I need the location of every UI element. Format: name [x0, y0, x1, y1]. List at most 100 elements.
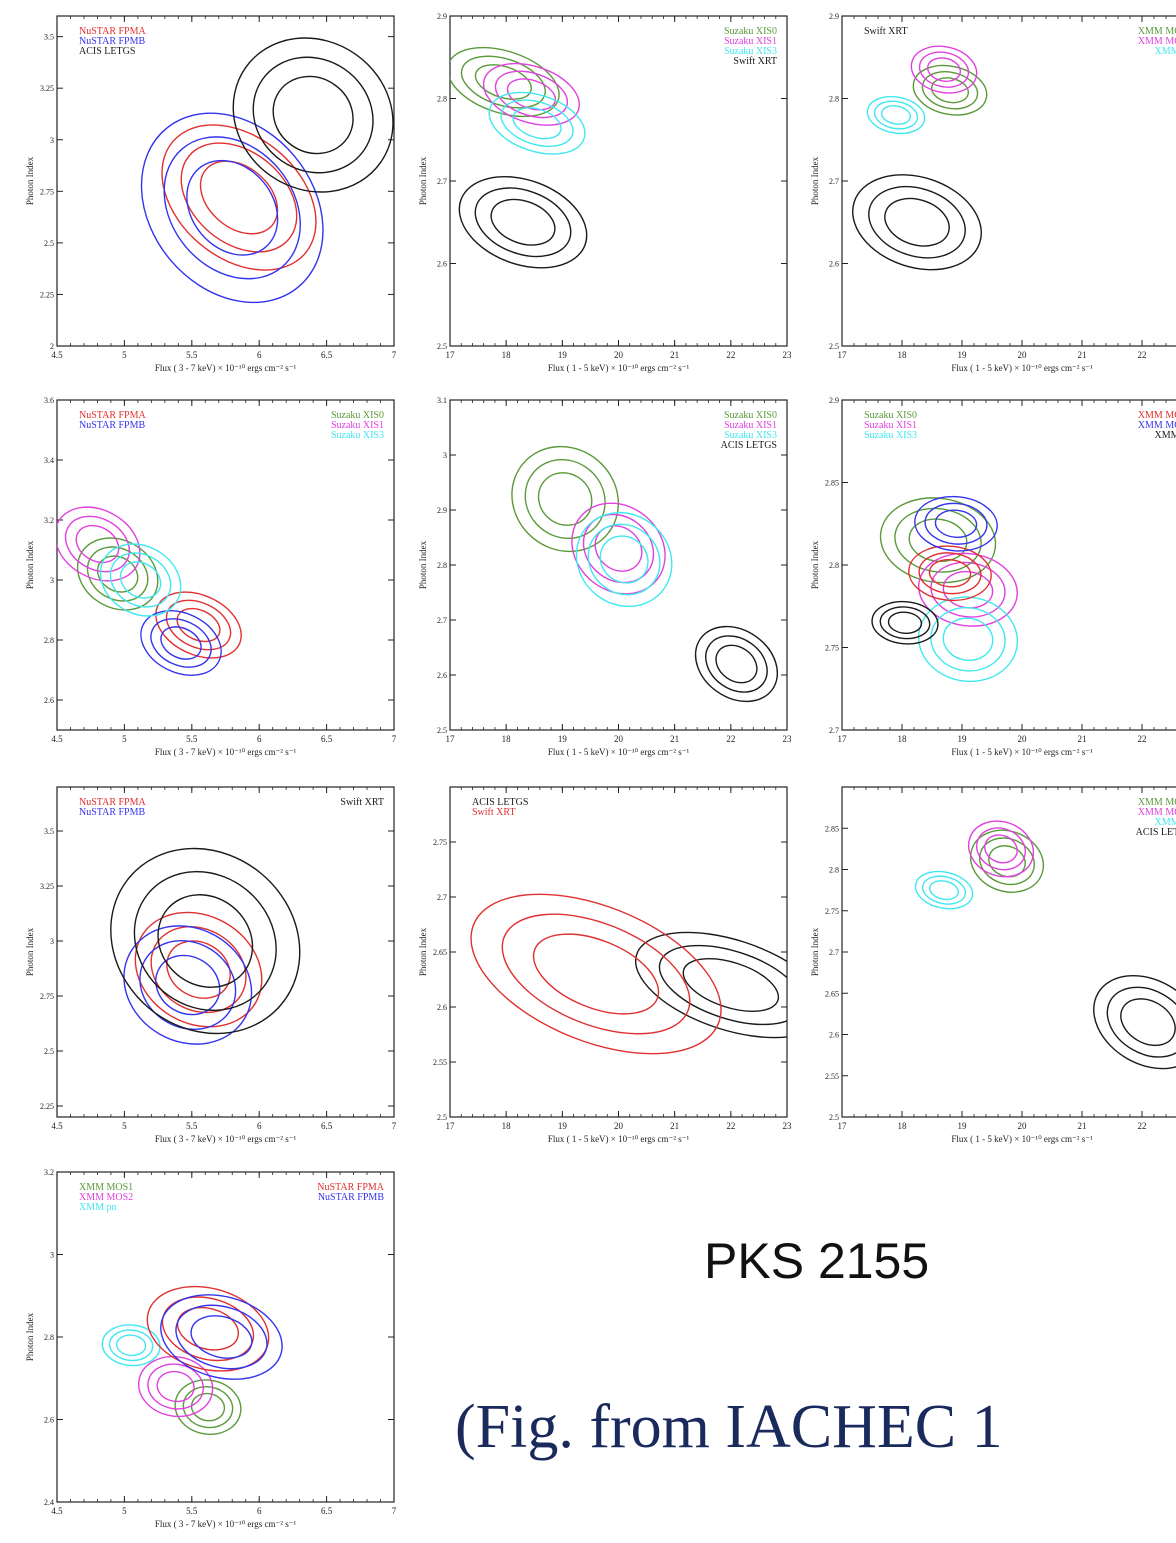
contour-ellipse — [75, 524, 120, 564]
contour-ellipse — [930, 606, 1006, 672]
x-tick-label: 19 — [558, 1121, 568, 1131]
x-tick-label: 23 — [783, 1121, 793, 1131]
legend-entry: XMM MOS2 — [79, 1192, 133, 1203]
x-tick-label: 20 — [1018, 734, 1028, 744]
contour-ellipse — [470, 893, 722, 1055]
contour-ellipse — [86, 546, 149, 602]
contour-ellipse — [156, 1370, 195, 1403]
x-tick-label: 19 — [558, 734, 568, 744]
y-axis-label: Photon Index — [25, 927, 35, 976]
x-tick-label: 6.5 — [321, 350, 333, 360]
x-tick-label: 22 — [726, 350, 735, 360]
legend-entry: Suzaku XIS3 — [724, 430, 777, 441]
legend-entry: Suzaku XIS3 — [864, 430, 917, 441]
contour-ellipse — [146, 1285, 270, 1372]
contour-ellipse — [108, 1329, 154, 1362]
contour-ellipse — [930, 77, 970, 104]
contour-ellipse — [160, 1294, 283, 1380]
legend-entry: XMM MOS2 — [1138, 36, 1176, 47]
x-tick-label: 23 — [783, 350, 793, 360]
contour-ellipse — [880, 105, 912, 125]
legend-entry: Suzaku XIS0 — [864, 410, 917, 421]
x-tick-label: 22 — [1138, 734, 1147, 744]
legend-entry: ACIS LETGS — [1136, 827, 1176, 838]
y-tick-label: 2.55 — [825, 1072, 839, 1081]
contour-ellipse — [942, 617, 994, 662]
contour-ellipse — [868, 185, 966, 259]
x-tick-label: 17 — [446, 350, 456, 360]
contour-ellipse — [511, 445, 620, 553]
legend-entry: Suzaku XIS0 — [331, 410, 384, 421]
x-tick-label: 17 — [446, 1121, 456, 1131]
contour-ellipse — [147, 1363, 205, 1410]
contour-ellipse — [873, 100, 919, 130]
contour-ellipse — [934, 509, 978, 539]
contour-ellipse — [917, 596, 1019, 683]
contour-ellipse — [119, 561, 162, 599]
y-tick-label: 2.7 — [437, 616, 447, 625]
legend-entry: Suzaku XIS0 — [724, 26, 777, 37]
panel-4: 4.5 5 5.5 6 6.5 7 2.6 2.8 3 3.2 3.4 3.6 Flux ( 3 - 7… — [25, 396, 397, 757]
y-tick-label: 2.75 — [825, 907, 839, 916]
legend-entry: NuSTAR FPMA — [317, 1182, 384, 1193]
contour-ellipse — [537, 472, 593, 526]
x-tick-label: 20 — [614, 350, 624, 360]
contour-ellipse — [967, 820, 1035, 878]
panel-2: 17 18 19 20 21 22 23 2.5 2.6 2.7 2.8 2.9 Flux ( 1 - … — [418, 12, 792, 373]
contour-ellipse — [57, 506, 141, 582]
x-tick-label: 19 — [958, 350, 968, 360]
contours — [470, 893, 787, 1055]
x-tick-label: 21 — [1078, 734, 1087, 744]
plot-frame — [56, 1171, 395, 1503]
contour-ellipse — [139, 939, 237, 1031]
legend-entry: Swift XRT — [733, 56, 777, 67]
legend-entry: NuSTAR FPMB — [79, 36, 145, 47]
x-tick-label: 19 — [958, 734, 968, 744]
contour-ellipse — [134, 911, 263, 1028]
legend-entry: Suzaku XIS3 — [724, 46, 777, 57]
contours — [140, 37, 394, 304]
y-tick-label: 3.25 — [40, 84, 54, 93]
y-tick-label: 2.6 — [44, 1416, 54, 1425]
plot-frame — [841, 15, 1176, 347]
panel-5: 17 18 19 20 21 22 23 2.5 2.6 2.7 2.8 2.9 3 3.1 Flux ( … — [418, 396, 792, 757]
x-tick-label: 5.5 — [186, 1121, 198, 1131]
x-tick-label: 17 — [838, 350, 848, 360]
y-tick-label: 2.8 — [437, 561, 447, 570]
y-tick-label: 2.9 — [829, 396, 839, 405]
contour-ellipse — [99, 543, 182, 617]
y-axis-label: Photon Index — [418, 540, 428, 589]
y-tick-label: 2.8 — [44, 1333, 54, 1342]
contour-ellipse — [64, 515, 130, 573]
x-tick-label: 21 — [670, 734, 679, 744]
y-tick-label: 2.5 — [44, 1047, 54, 1056]
contour-ellipse — [133, 870, 277, 1012]
contour-ellipse — [190, 1392, 226, 1422]
x-tick-label: 4.5 — [51, 734, 63, 744]
y-tick-label: 3.4 — [44, 456, 54, 465]
contour-ellipse — [490, 198, 556, 246]
contours — [450, 46, 588, 269]
x-tick-label: 22 — [726, 734, 735, 744]
contour-ellipse — [123, 925, 253, 1045]
y-tick-label: 2.5 — [829, 1113, 839, 1122]
plot-frame — [56, 786, 395, 1118]
x-tick-label: 7 — [392, 350, 397, 360]
contours — [871, 495, 1019, 683]
contours — [511, 445, 779, 703]
y-tick-label: 2.6 — [829, 260, 839, 269]
legend-entry: XMM pn — [1154, 430, 1176, 441]
legend-entry: Suzaku XIS1 — [724, 36, 777, 47]
x-tick-label: 18 — [502, 350, 512, 360]
y-tick-label: 2.25 — [40, 290, 54, 299]
legend-entry: ACIS LETGS — [472, 797, 528, 808]
y-tick-label: 2.4 — [44, 1498, 54, 1507]
contour-ellipse — [501, 913, 691, 1035]
y-tick-label: 2.5 — [829, 342, 839, 351]
y-tick-label: 3.25 — [40, 882, 54, 891]
y-tick-label: 2.6 — [437, 1003, 447, 1012]
contour-ellipse — [176, 607, 221, 643]
contours — [914, 820, 1176, 1070]
x-tick-label: 20 — [1018, 1121, 1028, 1131]
